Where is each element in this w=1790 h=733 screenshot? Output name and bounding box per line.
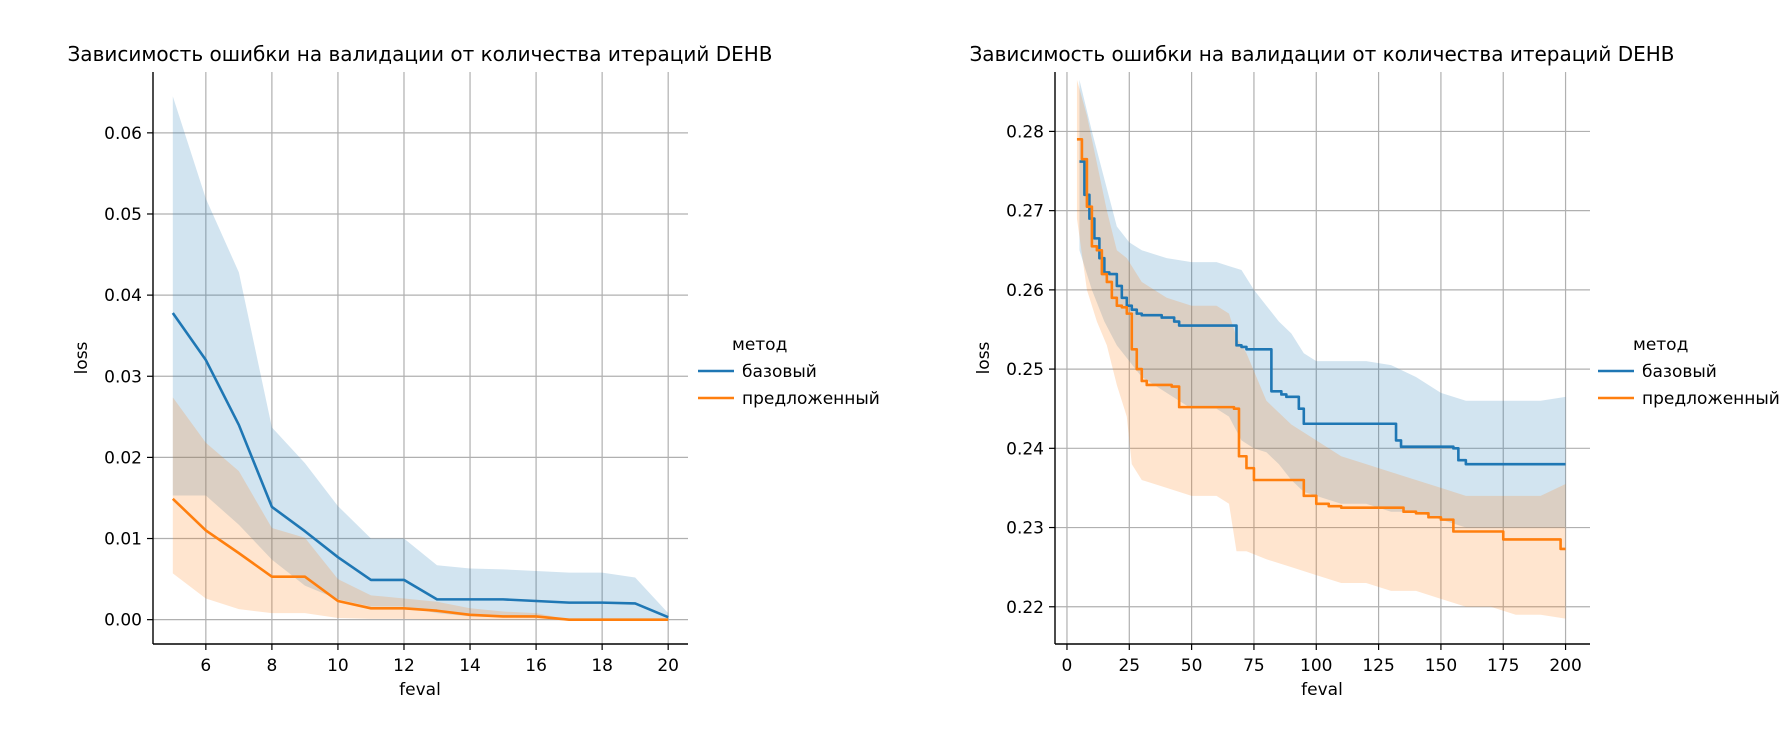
chart-right-legend-label-proposed: предложенный <box>1642 389 1780 409</box>
chart-right-ytick-label-6: 0.28 <box>1006 122 1044 142</box>
chart-right-grid <box>1055 72 1590 644</box>
chart-left-xtick-label-1: 8 <box>266 656 277 676</box>
chart-right-legend: метод базовый предложенный <box>1598 335 1780 409</box>
chart-right-xlabel: feval <box>1301 680 1343 700</box>
chart-right-band-proposed <box>1076 79 1566 619</box>
chart-left-ytick-label-6: 0.06 <box>104 124 142 144</box>
chart-left-legend-label-base: базовый <box>742 362 817 382</box>
chart-left-band-base <box>172 96 669 619</box>
chart-right-ytick-label-2: 0.24 <box>1006 439 1044 459</box>
chart-right-legend-label-base: базовый <box>1642 362 1717 382</box>
chart-right-xtick-label-5: 125 <box>1362 656 1394 676</box>
chart-right-xtick-label-6: 150 <box>1425 656 1457 676</box>
chart-left-legend-label-proposed: предложенный <box>742 389 880 409</box>
chart-right-ytick-label-5: 0.27 <box>1006 202 1044 222</box>
chart-right-ytick-label-1: 0.23 <box>1006 519 1044 539</box>
chart-right-ticks: 0 25 50 75 100 125 150 175 200 0.22 0.23 0.24 0.25 0.… <box>1006 122 1582 676</box>
chart-left-band-proposed <box>172 397 669 620</box>
chart-right-xtick-label-3: 75 <box>1243 656 1265 676</box>
chart-right-legend-title: метод <box>1633 335 1688 355</box>
chart-left-axes <box>152 72 688 645</box>
chart-right-xtick-label-8: 200 <box>1549 656 1581 676</box>
chart-left-title: Зависимость ошибки на валидации от колич… <box>67 42 772 66</box>
chart-right-line-base <box>1079 160 1566 466</box>
chart-left-ylabel: loss <box>72 341 92 374</box>
chart-left-lines <box>171 312 669 621</box>
chart-right-bands <box>1076 79 1566 619</box>
chart-right-ytick-label-4: 0.26 <box>1006 281 1044 301</box>
chart-right-xtick-label-1: 25 <box>1118 656 1140 676</box>
chart-right-axes <box>1054 72 1590 645</box>
chart-left-xlabel: feval <box>399 680 441 700</box>
chart-right-band-base <box>1079 79 1566 528</box>
chart-left-xtick-label-2: 10 <box>327 656 349 676</box>
chart-left: Зависимость ошибки на валидации от колич… <box>67 42 879 700</box>
chart-right-ytick-label-0: 0.22 <box>1006 598 1044 618</box>
chart-right-ylabel: loss <box>974 341 994 374</box>
chart-right-xtick-label-0: 0 <box>1062 656 1073 676</box>
chart-left-legend: метод базовый предложенный <box>698 335 880 409</box>
chart-right-xtick-label-7: 175 <box>1487 656 1519 676</box>
chart-left-xtick-label-3: 12 <box>393 656 415 676</box>
chart-left-ytick-label-1: 0.01 <box>104 530 142 550</box>
chart-right-title: Зависимость ошибки на валидации от колич… <box>969 42 1674 66</box>
chart-left-ytick-label-5: 0.05 <box>104 205 142 225</box>
chart-right: Зависимость ошибки на валидации от колич… <box>969 42 1779 700</box>
chart-left-ticks: 6 8 10 12 14 16 18 20 0.00 0.01 0.02 0.03 0.04 0.05 0.… <box>104 124 679 676</box>
chart-left-line-proposed <box>171 497 669 621</box>
chart-left-grid <box>153 72 688 644</box>
chart-right-lines <box>1076 138 1566 551</box>
chart-left-ytick-label-4: 0.04 <box>104 286 142 306</box>
chart-right-xtick-label-2: 50 <box>1181 656 1203 676</box>
chart-left-ytick-label-3: 0.03 <box>104 367 142 387</box>
chart-left-line-base <box>171 312 669 619</box>
chart-right-line-proposed <box>1076 138 1566 551</box>
chart-left-ytick-label-0: 0.00 <box>104 611 142 631</box>
chart-left-xtick-label-0: 6 <box>200 656 211 676</box>
chart-left-bands <box>172 96 669 620</box>
chart-left-xtick-label-7: 20 <box>657 656 679 676</box>
chart-left-ytick-label-2: 0.02 <box>104 448 142 468</box>
chart-left-xtick-label-5: 16 <box>525 656 547 676</box>
chart-left-xtick-label-4: 14 <box>459 656 481 676</box>
chart-left-legend-title: метод <box>732 335 787 355</box>
chart-right-ytick-label-3: 0.25 <box>1006 360 1044 380</box>
chart-left-xtick-label-6: 18 <box>591 656 613 676</box>
chart-right-xtick-label-4: 100 <box>1300 656 1332 676</box>
